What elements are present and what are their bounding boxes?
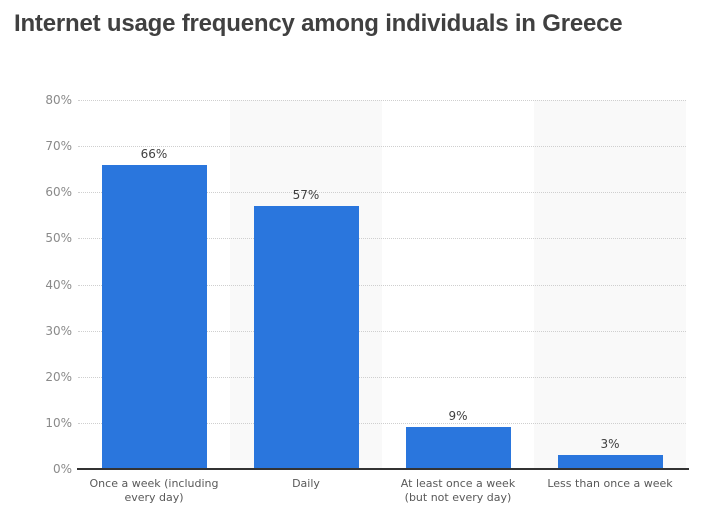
y-axis-tick-label: 10%	[45, 415, 72, 430]
x-axis-label: Daily	[292, 477, 320, 490]
gridline	[78, 192, 686, 194]
y-axis-tick-label: 40%	[45, 277, 72, 292]
bar-value-label: 3%	[600, 437, 620, 452]
bar	[557, 455, 663, 469]
y-axis-tick-label: 60%	[45, 185, 72, 200]
x-axis-line	[77, 468, 689, 470]
y-axis-tick-label: 70%	[45, 139, 72, 154]
gridline	[78, 376, 686, 378]
bar-value-label: 57%	[292, 188, 320, 203]
y-axis-tick-label: 30%	[45, 323, 72, 338]
bar-value-label: 9%	[448, 409, 468, 424]
gridline	[78, 100, 686, 101]
chart-title: Internet usage frequency among individua…	[14, 10, 623, 37]
bar	[253, 206, 359, 469]
gridline	[78, 146, 686, 148]
gridline	[78, 284, 686, 286]
gridline	[78, 330, 686, 332]
plot-area: 66% 57% 9% 3%	[78, 100, 686, 469]
y-axis-tick-label: 50%	[45, 231, 72, 246]
y-axis-tick-label: 20%	[45, 369, 72, 384]
bar-value-label: 66%	[140, 146, 168, 161]
gridline	[78, 238, 686, 240]
bar	[101, 164, 207, 469]
gridline	[78, 422, 686, 424]
x-axis-label: Less than once a week	[547, 477, 673, 490]
y-axis-tick-label: 80%	[45, 93, 72, 107]
x-axis-label: At least once a week (but not every day)	[400, 477, 516, 504]
bar	[405, 427, 511, 469]
x-axis-label: Once a week (including every day)	[89, 477, 219, 504]
y-axis-tick-label: 0%	[52, 462, 72, 476]
